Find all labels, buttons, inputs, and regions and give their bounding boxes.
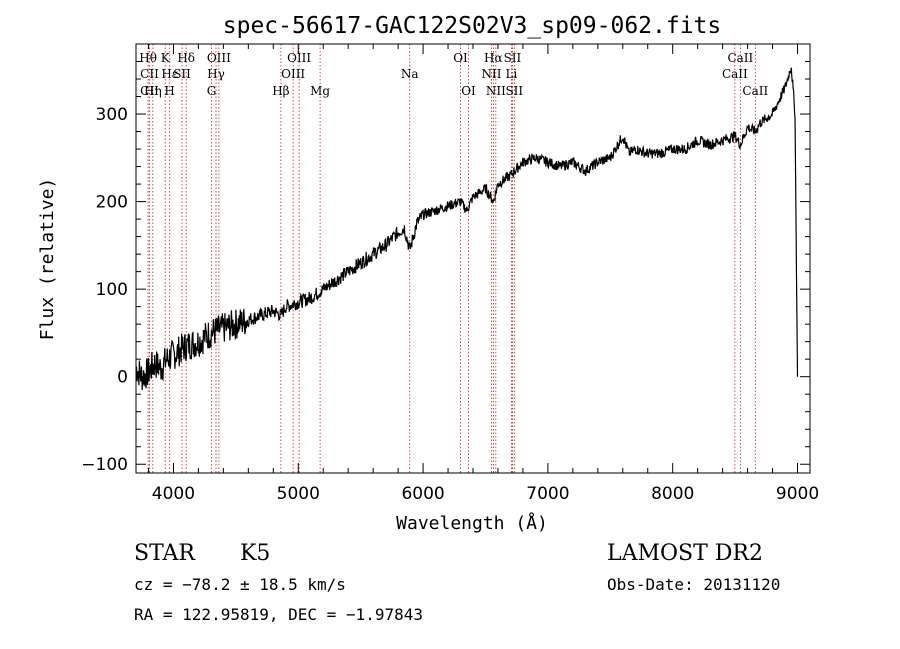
y-tick-label: −100 xyxy=(81,455,128,475)
spectral-line-label: Hγ xyxy=(207,67,225,81)
y-axis-label: Flux (relative) xyxy=(37,178,58,341)
x-tick-label: 9000 xyxy=(776,484,819,504)
spectral-line-label: SII xyxy=(505,84,523,98)
spectral-line-label: OIII xyxy=(287,51,311,65)
x-tick-label: 6000 xyxy=(401,484,444,504)
y-tick-label: 200 xyxy=(96,193,128,213)
x-tick-label: 5000 xyxy=(277,484,320,504)
spectral-line-label: Mg xyxy=(310,84,330,98)
spectral-line-label: OIII xyxy=(281,67,305,81)
y-tick-label: 300 xyxy=(96,105,128,125)
spectral-line-label: CII xyxy=(140,84,159,98)
spectral-line-label: Hβ xyxy=(272,84,289,98)
spectral-line-label: SII xyxy=(173,67,191,81)
spectral-line-label: CaII xyxy=(742,84,768,98)
spectral-line-label: NII xyxy=(486,84,506,98)
spectral-line-label: Hη xyxy=(144,84,162,98)
x-tick-label: 8000 xyxy=(651,484,694,504)
x-tick-label: 4000 xyxy=(152,484,195,504)
spectral-line-label: Hε xyxy=(161,67,178,81)
spectral-line-label: K xyxy=(161,51,171,65)
y-tick-label: 100 xyxy=(96,280,128,300)
x-axis-label: Wavelength (Å) xyxy=(396,512,548,534)
spectral-line-label: SII xyxy=(504,51,522,65)
spectral-line-markers xyxy=(147,44,756,473)
chart-title: spec-56617-GAC122S02V3_sp09-062.fits xyxy=(223,13,722,39)
spectral-line-label: Hα xyxy=(484,51,503,65)
spectral-line-label: CII xyxy=(140,67,159,81)
redshift-info: cz = −78.2 ± 18.5 km/s xyxy=(134,575,346,594)
plot-frame xyxy=(135,43,811,474)
spectral-line-label: H xyxy=(164,84,174,98)
spectral-line-label: Hθ xyxy=(139,51,157,65)
y-tick-label: 0 xyxy=(117,368,128,388)
spectral-line-label: CaII xyxy=(722,67,748,81)
spectral-line-label: NII xyxy=(481,67,501,81)
spectral-line-label: G xyxy=(207,84,217,98)
spectral-line-label: Hδ xyxy=(177,51,195,65)
x-axis-ticks: 4000 5000 6000 7000 8000 9000 xyxy=(147,44,819,504)
flux-series-line xyxy=(135,67,799,391)
object-class: STAR xyxy=(134,541,196,566)
y-axis-ticks: −100 0 100 200 300 xyxy=(81,61,810,475)
coordinates-info: RA = 122.95819, DEC = −1.97843 xyxy=(134,605,423,624)
object-subclass: K5 xyxy=(240,541,270,566)
spectral-line-label: OIII xyxy=(207,51,231,65)
spectral-line-label: CaII xyxy=(727,51,753,65)
spectral-line-label: OI xyxy=(453,51,468,65)
x-tick-label: 7000 xyxy=(526,484,569,504)
survey-label: LAMOST DR2 xyxy=(607,541,763,566)
spectral-line-label: Li xyxy=(506,67,518,81)
spectral-line-label: OI xyxy=(461,84,476,98)
observation-date: Obs-Date: 20131120 xyxy=(607,575,780,594)
spectral-line-label: Na xyxy=(401,67,419,81)
